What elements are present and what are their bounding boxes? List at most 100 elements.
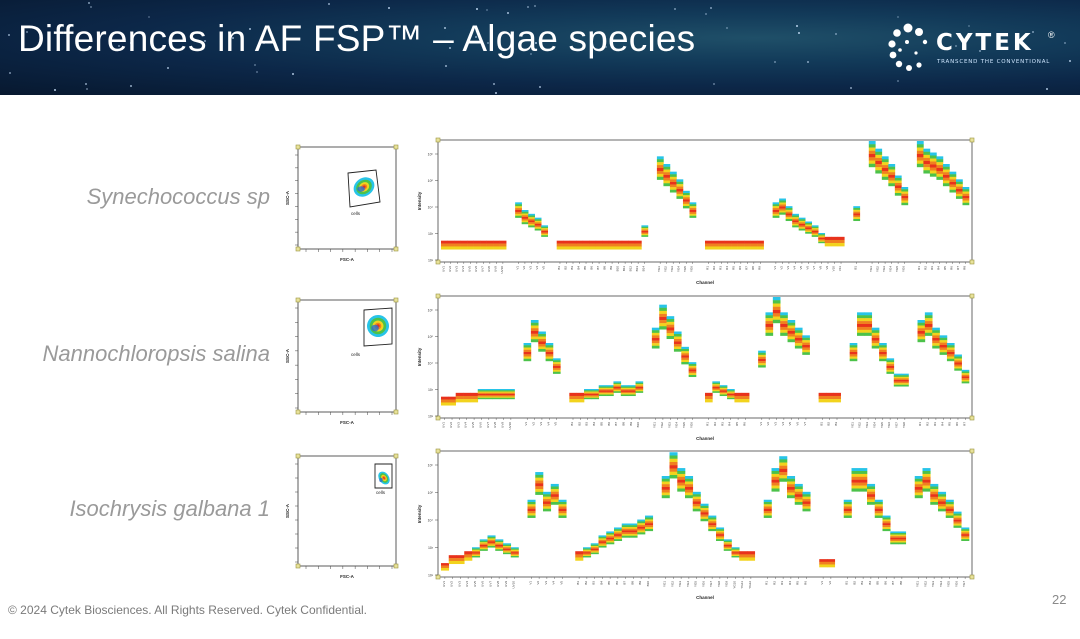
spectrum-cell: [737, 246, 745, 250]
spectrum-cell: [535, 472, 544, 476]
spectrum-cell: [864, 326, 873, 331]
spectrum-cell: [463, 399, 471, 403]
corner-handle: [969, 137, 975, 143]
spectrum-cell: [510, 556, 519, 558]
channel-tick-label: R9: [757, 266, 761, 270]
spectrum-cell: [875, 154, 883, 159]
star-dot: [204, 39, 207, 42]
spectrum-cell: [530, 336, 539, 340]
star-dot: [492, 82, 495, 85]
channel-tick-label: V7: [803, 422, 807, 426]
star-dot: [506, 11, 509, 14]
spectrum-cell: [663, 164, 671, 167]
spectrum-cell: [922, 468, 931, 472]
channel-tick-label: YG2: [660, 422, 664, 428]
spectrum-cell: [608, 243, 616, 247]
spectrum-cell: [739, 551, 748, 555]
channel-tick-label: B7: [891, 581, 895, 585]
spectrum-cell: [942, 175, 950, 178]
spectrum-cell: [871, 332, 880, 336]
spectrum-cell: [954, 364, 962, 367]
spectrum-cell: [535, 489, 544, 493]
spectrum-cell: [787, 492, 796, 496]
spectrum-cell: [479, 540, 488, 543]
spectrum-cell: [685, 495, 694, 499]
spectrum-cell: [606, 542, 615, 545]
channel-tick-label: R8: [751, 266, 755, 270]
spectrum-cell: [833, 395, 841, 400]
spectrum-cell: [541, 232, 549, 235]
spectrum-cell: [663, 172, 671, 176]
spectrum-cell: [802, 349, 810, 353]
spectrum-cell: [719, 386, 728, 389]
spectrum-cell: [688, 364, 697, 367]
x-axis-label: FSC-A: [340, 257, 354, 262]
channel-tick-label: YG7: [962, 581, 966, 587]
gate-label: cells: [351, 211, 361, 216]
spectrum-cell: [871, 338, 880, 341]
spectrum-cell: [938, 508, 947, 512]
star-dot: [834, 33, 837, 36]
spectrum-cell: [853, 206, 861, 209]
star-dot: [388, 7, 391, 10]
spectrum-cell: [938, 506, 947, 509]
spectrum-cell: [495, 549, 504, 551]
spectrum-cell: [673, 331, 682, 335]
spectrum-cell: [938, 499, 947, 502]
spectrum-cell: [606, 537, 615, 540]
y-tick-label: 10⁶: [428, 153, 434, 157]
channel-tick-label: YG4: [889, 266, 893, 272]
spectrum-cell: [538, 346, 546, 350]
spectrum-cell: [685, 476, 694, 479]
star-dot: [605, 46, 608, 49]
spectrum-cell: [734, 399, 743, 403]
channel-tick-label: YG2: [670, 581, 674, 587]
spectrum-cell: [472, 548, 481, 550]
channel-tick-label: B6: [590, 266, 594, 270]
star-dot: [725, 26, 728, 29]
spectrum-cell: [890, 534, 899, 537]
channel-tick-label: B10: [636, 422, 640, 428]
corner-handle: [435, 574, 441, 580]
cytek-logo: CYTEK ® TRANSCEND THE CONVENTIONAL: [886, 22, 1066, 76]
spectrum-cell: [523, 354, 532, 357]
spectrum-cell: [550, 496, 559, 500]
spectrum-cell: [656, 156, 664, 160]
spectrum-cell: [886, 358, 895, 361]
spectrum-cell: [507, 395, 515, 397]
spectrum-cell: [441, 396, 449, 400]
channel-tick-label: B4: [599, 581, 603, 585]
star-dot: [84, 83, 87, 86]
spectrum-cell: [515, 202, 522, 205]
spectrum-cell: [441, 567, 450, 571]
spectrum-cell: [545, 349, 554, 353]
spectrum-cell: [705, 395, 713, 400]
channel-tick-label: R3: [718, 266, 722, 270]
spectrum-cell: [645, 521, 654, 524]
spectrum-cell: [656, 165, 664, 169]
spectrum-cell: [727, 396, 735, 398]
spectrum-cell: [917, 325, 926, 329]
spectrum-cell: [448, 560, 457, 565]
spectrum-cell: [939, 345, 948, 348]
channel-tick-label: R4: [788, 581, 792, 585]
spectrum-cell: [901, 376, 909, 379]
spectrum-cell: [538, 336, 546, 340]
spectrum-cell: [538, 334, 546, 337]
spectrum-cell: [507, 391, 515, 393]
spectrum-cell: [727, 394, 735, 396]
cell-density-core: [379, 477, 383, 483]
spectrum-cell: [794, 494, 803, 498]
spectrum-cell: [569, 395, 577, 400]
star-dot: [263, 42, 266, 45]
spectrum-cell: [447, 243, 455, 247]
spectrum-cell: [569, 243, 577, 247]
channel-tick-label: B3: [592, 581, 596, 585]
spectrum-cell: [487, 541, 496, 544]
spectrum-cell: [677, 473, 686, 478]
star-dot: [896, 16, 899, 19]
spectrum-cell: [924, 326, 933, 331]
spectrum-cell: [930, 483, 939, 487]
star-dot: [117, 45, 120, 48]
spectrum-cell: [676, 179, 684, 182]
